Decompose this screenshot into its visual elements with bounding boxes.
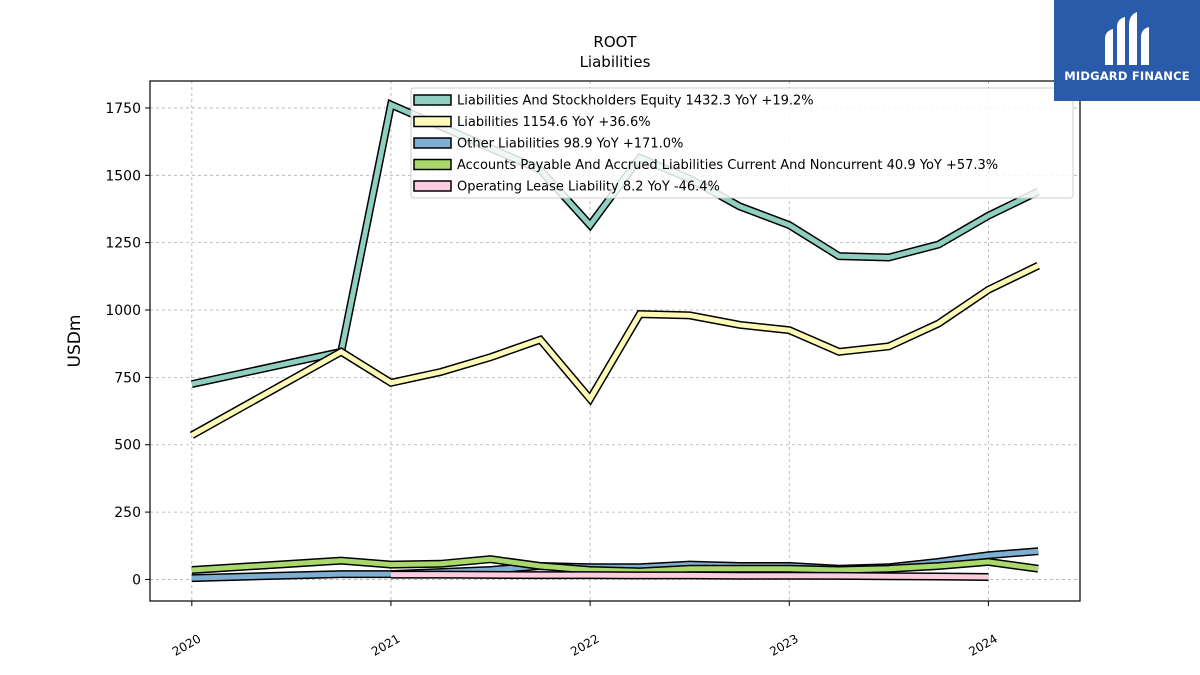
logo-mark-icon	[1105, 12, 1149, 65]
x-tick-label: 2022	[568, 631, 601, 658]
y-tick-label: 1000	[105, 303, 141, 319]
x-tick-label: 2020	[170, 631, 203, 658]
x-axis-ticks: 2020 2021 2022 2023 2024	[170, 601, 1000, 659]
series-line-outline	[189, 262, 1040, 439]
series-2	[189, 262, 1040, 439]
y-tick-label: 1250	[105, 236, 141, 252]
legend-swatch	[413, 137, 452, 149]
x-tick-label: 2023	[767, 631, 800, 658]
legend: Liabilities And Stockholders Equity 1432…	[410, 87, 1074, 199]
brand-logo: MIDGARD FINANCE	[1054, 0, 1200, 101]
y-tick-label: 250	[114, 505, 141, 521]
legend-entry: Operating Lease Liability 8.2 YoY -46.4%	[457, 180, 720, 195]
legend-swatch	[413, 115, 452, 128]
legend-entry: Other Liabilities 98.9 YoY +171.0%	[457, 137, 683, 152]
x-tick-label: 2021	[369, 631, 402, 658]
logo-text: MIDGARD FINANCE	[1064, 69, 1190, 83]
series-4	[191, 555, 1039, 576]
chart-title: ROOT	[593, 33, 637, 51]
chart-subtitle: Liabilities	[580, 53, 651, 71]
y-axis-label: USDm	[65, 315, 85, 368]
series-line	[190, 263, 1040, 438]
legend-entry: Accounts Payable And Accrued Liabilities…	[457, 158, 998, 173]
x-tick-label: 2024	[966, 631, 999, 658]
y-tick-label: 500	[114, 438, 141, 454]
series-5	[391, 570, 989, 581]
y-tick-label: 750	[114, 370, 141, 386]
legend-swatch	[413, 180, 452, 192]
legend-swatch	[413, 158, 452, 171]
legend-swatch	[413, 94, 452, 106]
y-tick-label: 1750	[105, 101, 141, 117]
legend-entry: Liabilities And Stockholders Equity 1432…	[457, 94, 814, 109]
series-line	[191, 556, 1039, 574]
legend-box	[410, 87, 1074, 199]
y-axis-ticks: 0 250 500 750 1000 1250 1500 1750	[105, 101, 150, 588]
legend-entry: Liabilities 1154.6 YoY +36.6%	[457, 115, 651, 130]
series-line	[391, 572, 989, 580]
y-tick-label: 0	[132, 572, 141, 588]
plot-frame	[149, 80, 1081, 602]
y-tick-label: 1500	[105, 168, 141, 184]
